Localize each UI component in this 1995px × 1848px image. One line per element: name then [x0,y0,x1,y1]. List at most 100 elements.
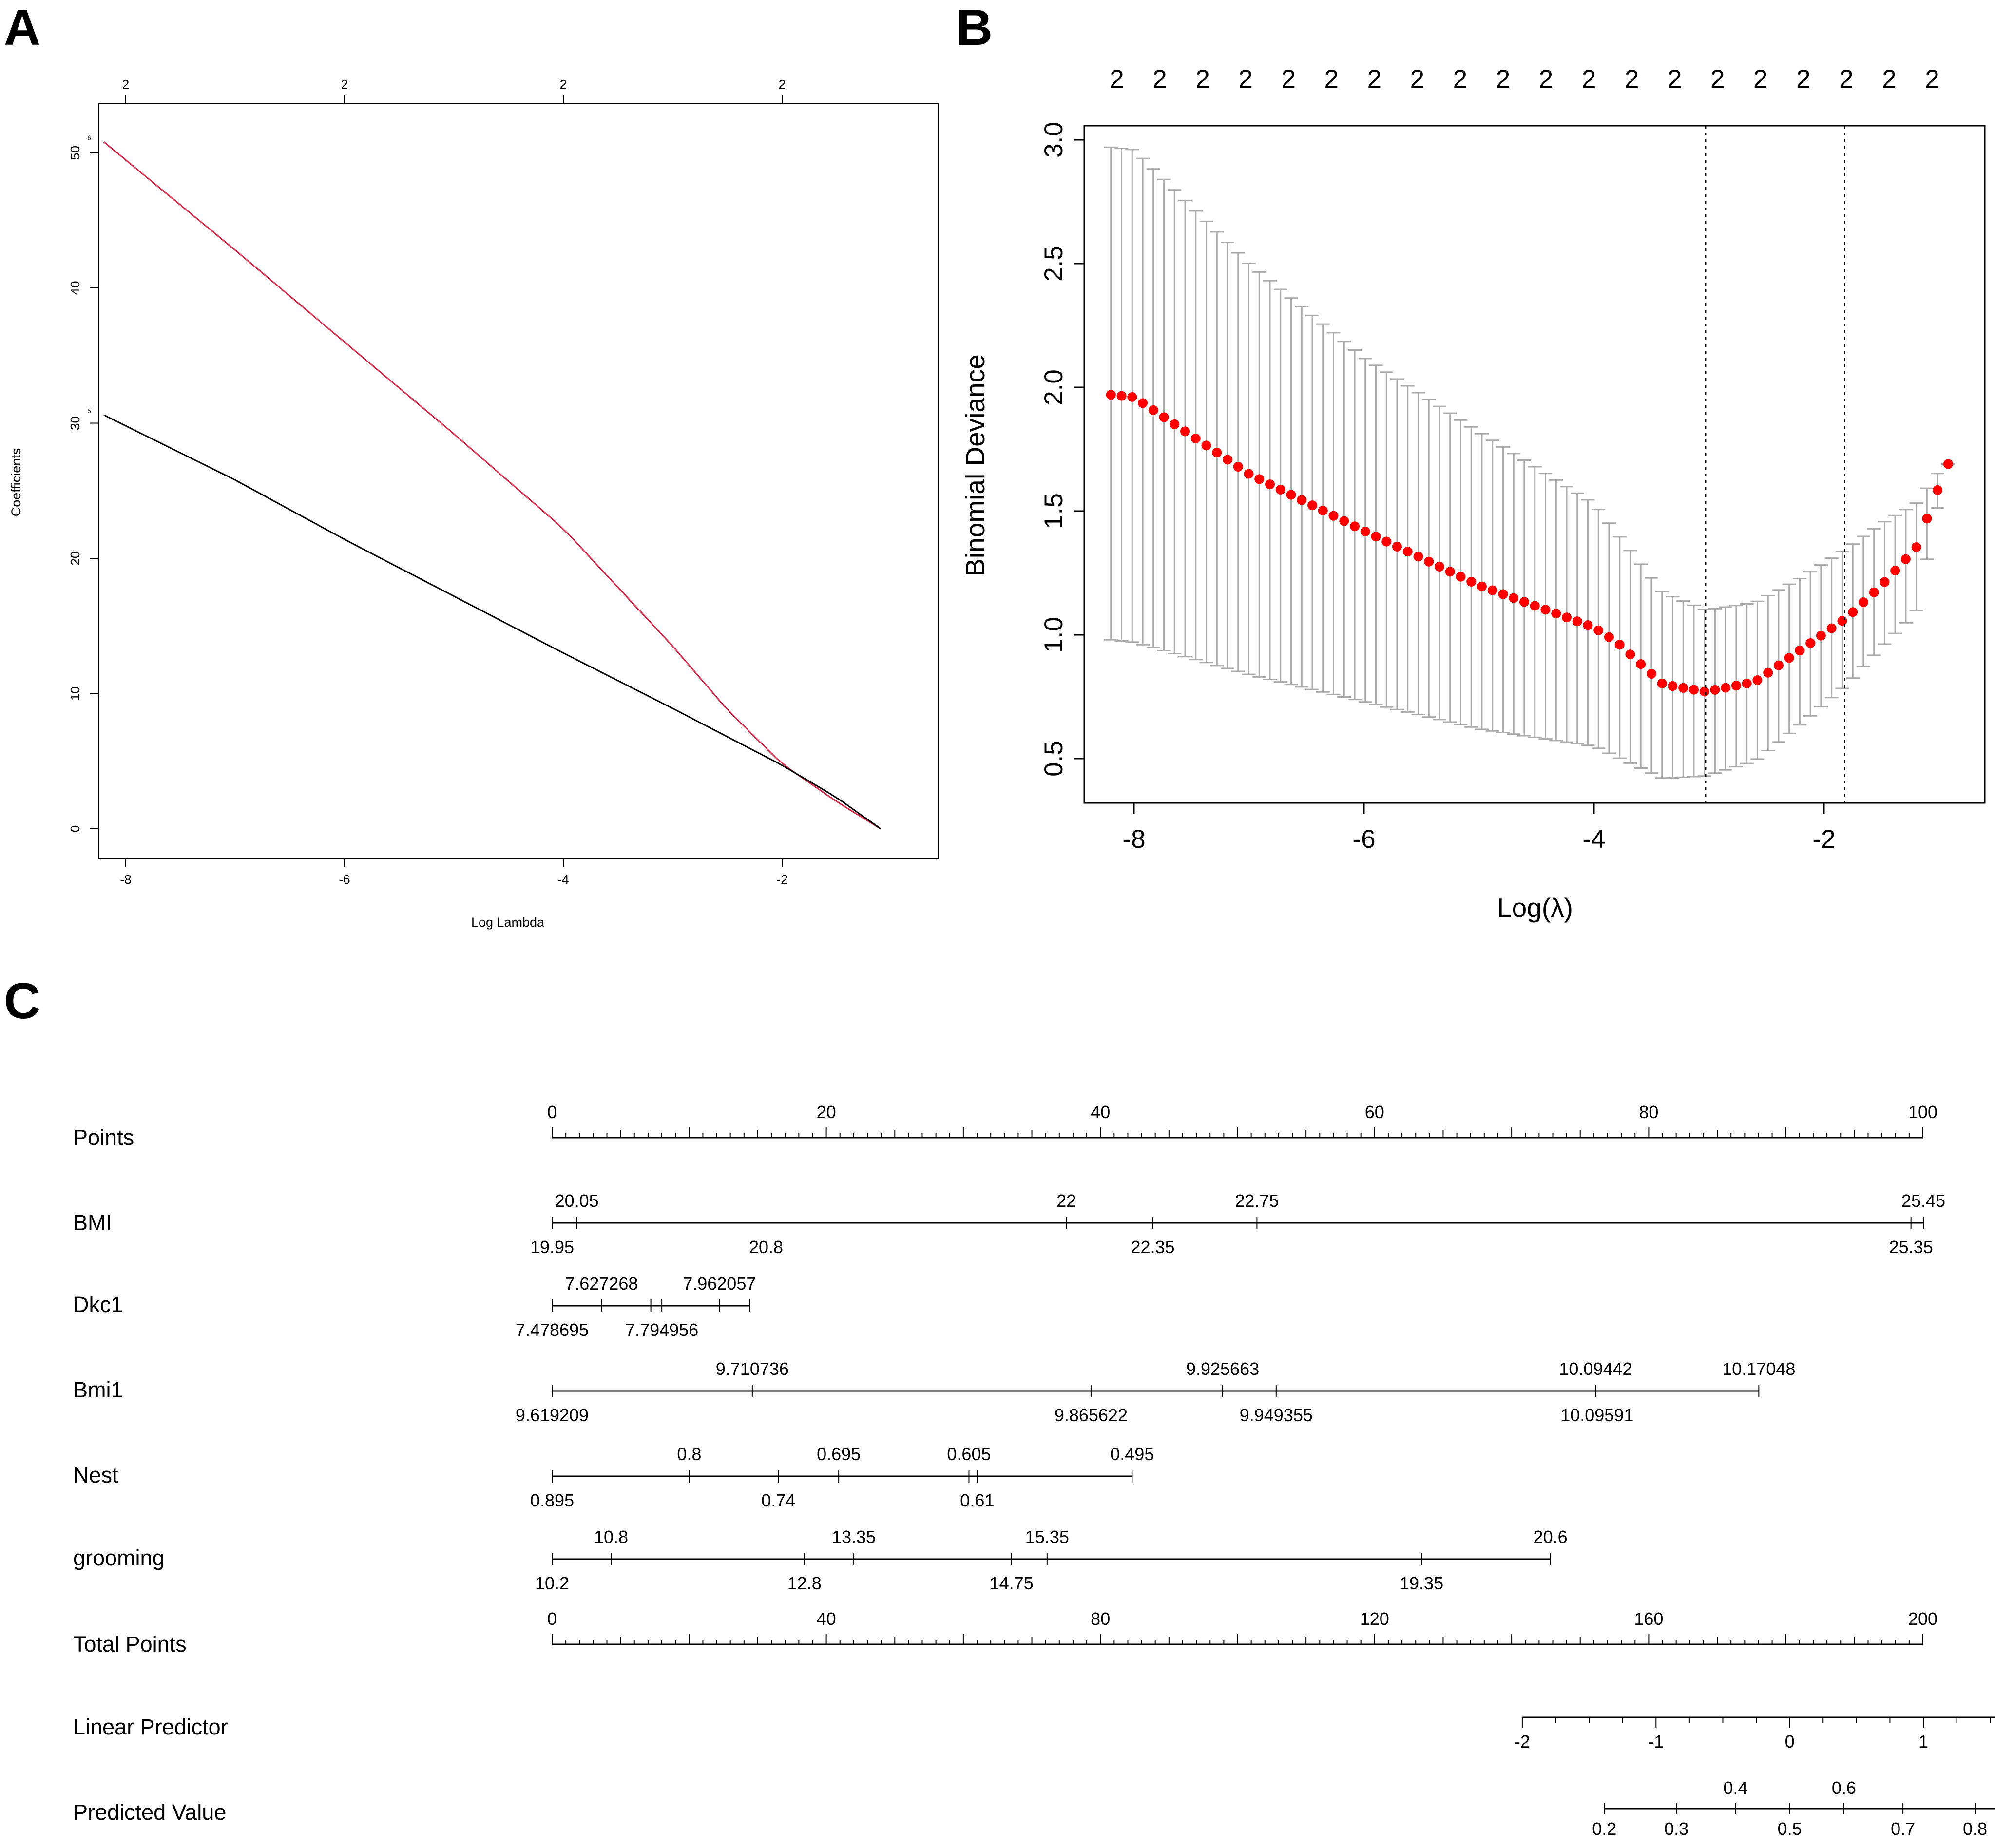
plot-b-xlabel: Log(λ) [1497,893,1573,923]
plot-b-top-label: 2 [1668,65,1682,94]
plot-b-point [1604,632,1614,642]
plot-b-point [1127,392,1137,402]
nomogram-lp-tick-label: 0 [1785,1732,1795,1752]
plot-a-top-tick-label: 2 [779,77,786,92]
plot-a-ytick-label: 10 [68,686,82,701]
nomogram-value-label-above: 0.605 [947,1444,991,1464]
nomogram-axis-tick-label: 100 [1908,1102,1937,1122]
plot-b-point [1742,678,1752,688]
nomogram-value-label-above: 15.35 [1025,1527,1069,1547]
plot-b-point [1731,681,1741,691]
nomogram-axis-tick-label: 200 [1908,1609,1937,1629]
plot-b-top-label: 2 [1367,65,1381,94]
plot-b-point [1572,616,1582,627]
plot-a-ytick-label: 0 [68,825,82,832]
plot-b-top-label: 2 [1496,65,1510,94]
plot-a-xtick-label: -6 [339,872,350,887]
nomogram-lp-tick-label: -2 [1515,1732,1530,1752]
nomogram-axis-tick-label: 0 [547,1609,557,1629]
nomogram-lp-tick-label: -1 [1648,1732,1664,1752]
plot-b-point [1826,623,1837,633]
plot-b-point [1710,685,1720,695]
nomogram-value-label-below: 19.35 [1400,1573,1443,1593]
plot-b-point [1561,612,1572,623]
plot-b-point [1392,541,1402,552]
plot-a-frame [98,103,939,859]
nomogram-pred-label-below: 0.7 [1891,1819,1915,1839]
plot-b-point [1116,391,1127,401]
plot-b-point [1625,649,1635,660]
plot-b-point [1456,572,1466,582]
nomogram-row-label: Predicted Value [73,1800,226,1825]
plot-b-point [1773,660,1784,670]
plot-b-top-label: 2 [1882,65,1896,94]
plot-b-point [1699,686,1709,697]
nomogram-value-label-below: 0.61 [960,1490,994,1510]
plot-b-point [1381,536,1392,547]
plot-b-point [1339,516,1349,526]
nomogram-value-label-below: 7.478695 [516,1320,589,1340]
nomogram-pred-label-below: 0.3 [1664,1819,1688,1839]
plot-b-point [1583,620,1593,630]
plot-b-point [1350,521,1360,532]
plot-a-top-tick-label: 2 [560,77,567,92]
plot-b-point [1721,683,1731,693]
plot-b-point [1170,419,1180,429]
plot-b-point [1880,577,1890,587]
plot-b-point [1254,474,1265,484]
nomogram-row-label: Linear Predictor [73,1715,228,1739]
plot-b-top-label: 2 [1152,65,1167,94]
plot-b-point [1636,659,1646,669]
nomogram-axis-tick-label: 80 [1639,1102,1658,1122]
nomogram-value-label-above: 7.627268 [565,1274,638,1294]
plot-b-point [1233,461,1243,472]
nomogram-value-label-below: 14.75 [990,1573,1034,1593]
plot-a-ytick-label: 20 [68,552,82,566]
nomogram-axis-tick-label: 40 [1091,1102,1110,1122]
plot-a-xtick-label: -4 [557,872,569,887]
plot-a-ytick-label: 50 [68,146,82,160]
plot-b-point [1519,597,1529,607]
nomogram-row-label: Total Points [73,1632,187,1657]
plot-b-point [1678,683,1688,693]
plot-a-series-label: 6 [87,134,91,141]
plot-b-point [1328,511,1339,521]
nomogram-value-label-above: 20.6 [1534,1527,1568,1547]
plot-b-point [1530,601,1540,611]
panel-label-c: C [4,973,40,1029]
plot-b-point [1593,625,1604,635]
plot-b-top-label: 2 [1710,65,1725,94]
plot-b-point [1752,675,1763,686]
nomogram-value-label-above: 10.09442 [1559,1359,1632,1379]
plot-b-top-label: 2 [1238,65,1252,94]
nomogram-axis-tick-label: 0 [547,1102,557,1122]
plot-a-top-tick-label: 2 [122,77,129,92]
plot-b-point [1402,547,1413,557]
plot-b-point [1933,485,1943,495]
nomogram-value-label-above: 25.45 [1901,1191,1945,1211]
plot-b-point [1477,581,1487,591]
plot-b-top-label: 2 [1453,65,1467,94]
nomogram-axis-tick-label: 160 [1634,1609,1663,1629]
plot-b-ytick-label: 1.5 [1039,493,1068,529]
plot-b-point [1466,576,1477,587]
plot-b-point [1848,607,1858,617]
plot-b-top-label: 2 [1796,65,1810,94]
nomogram-value-label-above: 13.35 [832,1527,876,1547]
nomogram-value-label-above: 0.695 [817,1444,861,1464]
plot-b-point [1307,500,1318,511]
plot-b-point [1413,552,1423,562]
nomogram-row-label: Bmi1 [73,1377,123,1402]
plot-b-frame [1083,125,1986,804]
nomogram-value-label-below: 19.95 [530,1237,574,1257]
plot-b-top-label: 2 [1582,65,1596,94]
plot-b-point [1275,484,1285,495]
plot-b-ytick-label: 3.0 [1039,122,1068,158]
nomogram-value-label-below: 0.74 [761,1490,795,1510]
plot-a-series-label: 5 [87,407,91,415]
plot-b-point [1445,567,1455,577]
plot-b-point [1816,630,1826,641]
plot-b-ytick-label: 2.0 [1039,369,1068,405]
nomogram-value-label-below: 0.895 [530,1490,574,1510]
